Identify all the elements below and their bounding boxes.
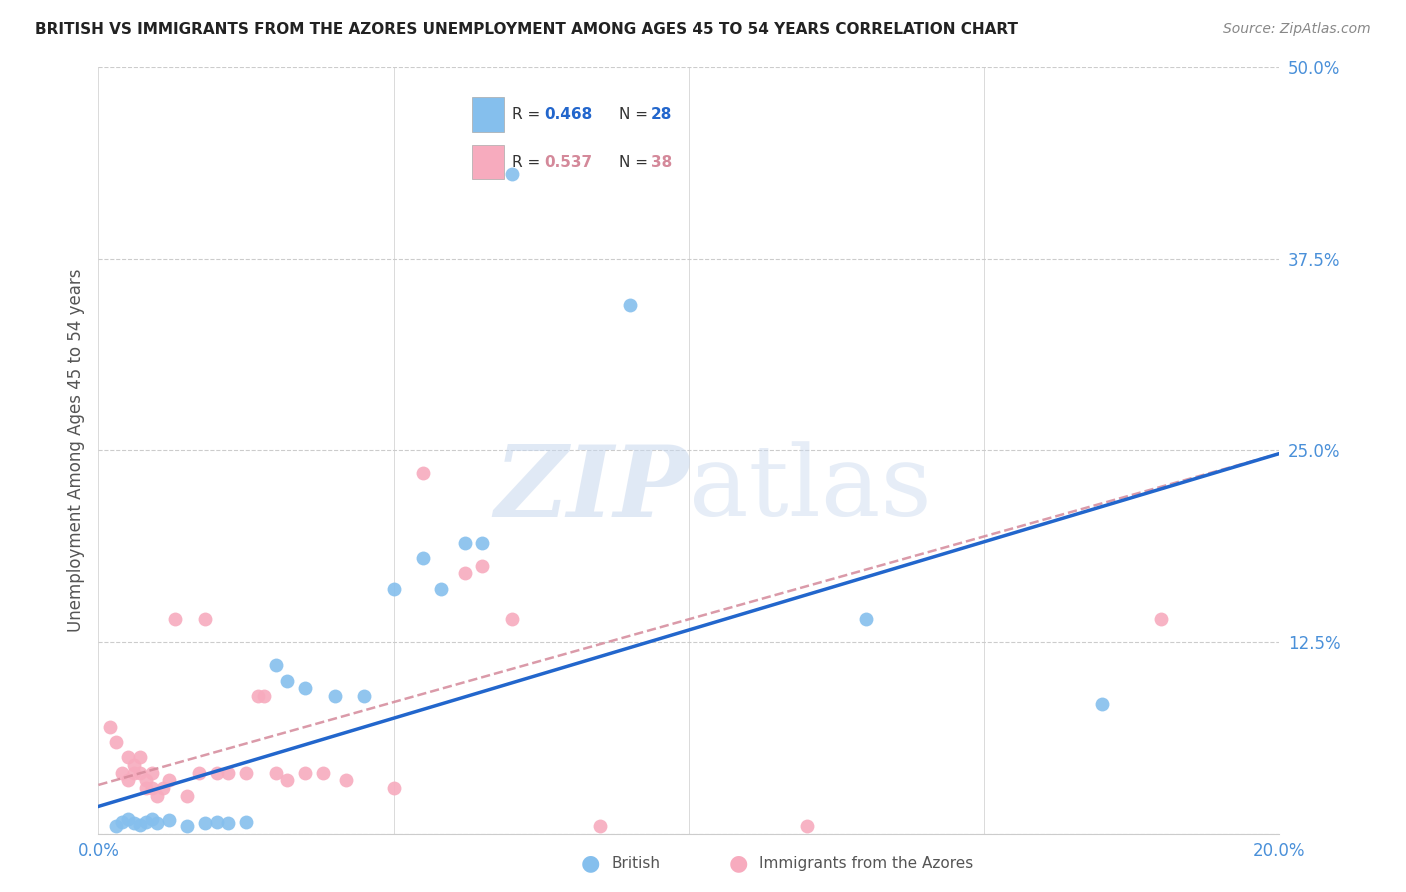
Point <box>205 765 228 780</box>
Point <box>165 612 187 626</box>
Point <box>246 689 269 703</box>
Point <box>619 298 641 312</box>
Point <box>111 814 134 829</box>
Point <box>135 773 157 788</box>
Point <box>176 789 198 803</box>
Point <box>412 550 434 565</box>
Point <box>98 720 121 734</box>
Point <box>141 780 163 795</box>
Point <box>1150 612 1173 626</box>
Point <box>122 765 145 780</box>
Text: 28: 28 <box>651 107 672 122</box>
Point <box>471 558 494 573</box>
Point <box>205 814 228 829</box>
Point <box>235 814 257 829</box>
Text: N =: N = <box>619 154 652 169</box>
Text: Source: ZipAtlas.com: Source: ZipAtlas.com <box>1223 22 1371 37</box>
Text: ●: ● <box>581 854 600 873</box>
Point <box>128 818 150 832</box>
Point <box>141 765 163 780</box>
Point <box>141 812 163 826</box>
Point <box>122 816 145 830</box>
Text: ●: ● <box>728 854 748 873</box>
Point <box>152 780 174 795</box>
Point <box>430 582 453 596</box>
Point <box>217 765 239 780</box>
Text: atlas: atlas <box>689 441 932 537</box>
Point <box>117 812 139 826</box>
Text: N =: N = <box>619 107 652 122</box>
Point <box>135 780 157 795</box>
Text: 0.468: 0.468 <box>544 107 592 122</box>
Point <box>471 535 494 549</box>
Point <box>796 819 818 833</box>
Text: R =: R = <box>512 107 546 122</box>
Point <box>128 750 150 764</box>
Point <box>312 765 335 780</box>
Point <box>294 765 316 780</box>
Point <box>194 816 217 830</box>
Point <box>353 689 375 703</box>
Point <box>176 819 198 833</box>
Point <box>117 750 139 764</box>
Text: BRITISH VS IMMIGRANTS FROM THE AZORES UNEMPLOYMENT AMONG AGES 45 TO 54 YEARS COR: BRITISH VS IMMIGRANTS FROM THE AZORES UN… <box>35 22 1018 37</box>
Point <box>589 819 612 833</box>
Point <box>323 689 346 703</box>
Point <box>264 765 287 780</box>
Point <box>105 735 128 749</box>
Point <box>253 689 276 703</box>
Text: 0.537: 0.537 <box>544 154 592 169</box>
Point <box>194 612 217 626</box>
Text: Immigrants from the Azores: Immigrants from the Azores <box>759 856 973 871</box>
Point <box>105 819 128 833</box>
Point <box>217 816 239 830</box>
Point <box>382 780 405 795</box>
Point <box>157 773 180 788</box>
Point <box>276 773 298 788</box>
Point <box>382 582 405 596</box>
Point <box>146 816 169 830</box>
Y-axis label: Unemployment Among Ages 45 to 54 years: Unemployment Among Ages 45 to 54 years <box>66 268 84 632</box>
Point <box>855 612 877 626</box>
Point <box>453 535 475 549</box>
Point <box>157 814 180 828</box>
Point <box>453 566 475 581</box>
Point <box>117 773 139 788</box>
Point <box>128 765 150 780</box>
Point <box>235 765 257 780</box>
Point <box>187 765 209 780</box>
Text: ZIP: ZIP <box>494 441 689 537</box>
Point <box>501 167 523 181</box>
Bar <box>472 97 505 132</box>
Point <box>122 758 145 772</box>
Point <box>135 814 157 829</box>
Point <box>335 773 357 788</box>
Point <box>264 658 287 673</box>
Point <box>1091 697 1114 711</box>
Point <box>276 673 298 688</box>
Point <box>501 612 523 626</box>
Text: 38: 38 <box>651 154 672 169</box>
Point <box>412 467 434 481</box>
Point <box>146 789 169 803</box>
Point <box>111 765 134 780</box>
Point <box>294 681 316 696</box>
Text: R =: R = <box>512 154 546 169</box>
Bar <box>472 145 505 179</box>
Text: British: British <box>612 856 661 871</box>
